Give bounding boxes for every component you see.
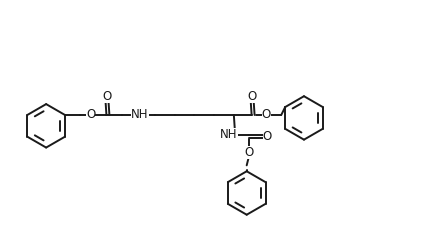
Text: O: O bbox=[102, 90, 111, 103]
Text: O: O bbox=[261, 108, 270, 122]
Text: O: O bbox=[86, 108, 95, 122]
Text: NH: NH bbox=[220, 128, 237, 141]
Text: O: O bbox=[262, 130, 271, 143]
Text: O: O bbox=[247, 90, 256, 103]
Text: O: O bbox=[243, 146, 253, 159]
Text: NH: NH bbox=[131, 108, 148, 122]
